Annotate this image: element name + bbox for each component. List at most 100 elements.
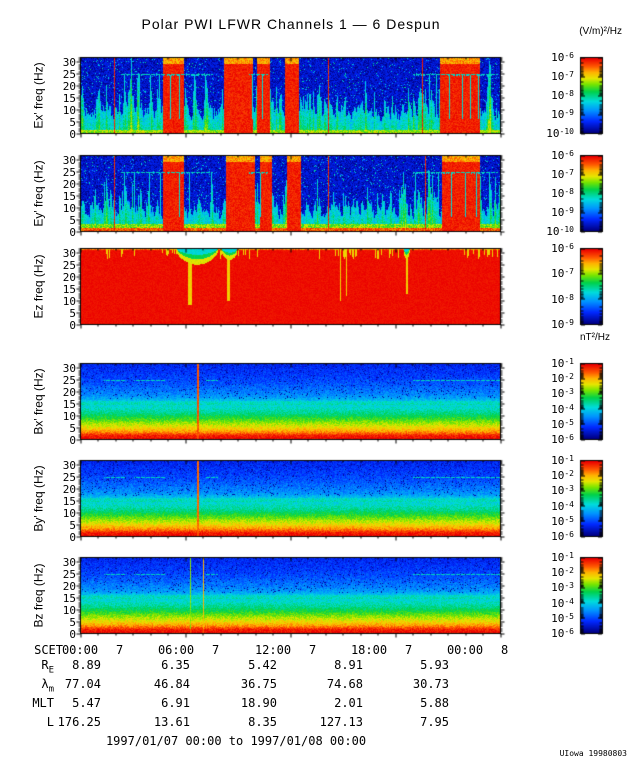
colorbar-by xyxy=(572,452,611,545)
colorbar-tick-label-by-0: 10-1 xyxy=(551,454,574,467)
colorbar-tick-label-ey-4: 10-10 xyxy=(546,225,574,238)
colorbar-ez xyxy=(572,240,611,333)
colorbar-tick-label-bz-3: 10-4 xyxy=(551,596,574,610)
day-tick-4: 8 xyxy=(501,643,509,657)
ytick-label-ez-0: 0 xyxy=(69,319,76,332)
ytick-label-ey-20: 20 xyxy=(62,177,76,191)
colorbar-bx xyxy=(572,355,611,448)
row-label-lambda: λm xyxy=(16,677,54,694)
colorbar-tick-label-by-2: 10-3 xyxy=(551,484,574,498)
colorbar-tick-label-by-5: 10-6 xyxy=(551,530,574,543)
l-value-3: 127.13 xyxy=(319,715,363,729)
colorbar-tick-label-bx-1: 10-2 xyxy=(551,372,574,386)
colorbar-tick-label-by-4: 10-5 xyxy=(551,514,574,528)
ytick-label-bz-5: 5 xyxy=(69,615,76,629)
row-label-lambda-main: λ xyxy=(41,677,49,691)
ytick-label-ez-10: 10 xyxy=(62,294,76,308)
time-tick-4: 00:00 xyxy=(446,643,484,657)
colorbar-tick-label-bz-1: 10-2 xyxy=(551,566,574,580)
colorbar-tick-label-bx-4: 10-5 xyxy=(551,417,574,431)
row-label-l-main: L xyxy=(46,715,54,729)
re-value-1: 6.35 xyxy=(161,658,190,672)
l-value-4: 7.95 xyxy=(420,715,449,729)
ytick-label-by-30: 30 xyxy=(62,458,76,472)
colorbar-tick-label-bx-3: 10-4 xyxy=(551,402,574,416)
re-value-3: 8.91 xyxy=(334,658,363,672)
scet-axis-label: SCET xyxy=(34,643,63,657)
ytick-label-ey-5: 5 xyxy=(69,213,76,227)
l-value-2: 8.35 xyxy=(248,715,277,729)
ytick-label-ez-20: 20 xyxy=(62,270,76,284)
mlt-value-1: 6.91 xyxy=(161,696,190,710)
colorbar-tick-label-ez-2: 10-8 xyxy=(551,292,574,306)
ytick-label-ez-5: 5 xyxy=(69,306,76,320)
ytick-label-ex-30: 30 xyxy=(62,55,76,69)
ytick-label-ey-0: 0 xyxy=(69,226,76,239)
ytick-label-by-10: 10 xyxy=(62,506,76,520)
row-label-re: RE xyxy=(16,658,54,675)
spectrogram-ey xyxy=(72,147,509,240)
ytick-label-bx-25: 25 xyxy=(62,373,76,387)
colorbar-tick-label-ex-4: 10-10 xyxy=(546,127,574,140)
ytick-label-ex-0: 0 xyxy=(69,128,76,141)
lambda-value-4: 30.73 xyxy=(412,677,449,691)
l-value-1: 13.61 xyxy=(153,715,190,729)
ytick-label-ex-5: 5 xyxy=(69,115,76,129)
day-tick-3: 7 xyxy=(405,643,413,657)
spectrogram-bx xyxy=(72,355,509,448)
ytick-label-ex-25: 25 xyxy=(62,67,76,81)
ytick-label-bz-25: 25 xyxy=(62,567,76,581)
spectrogram-bz xyxy=(72,549,509,642)
colorbar-tick-label-bx-2: 10-3 xyxy=(551,387,574,401)
spectrogram-ex xyxy=(72,49,509,142)
ytick-label-bx-30: 30 xyxy=(62,361,76,375)
colorbar-tick-label-ey-1: 10-7 xyxy=(551,168,574,181)
b-units-label: nT²/Hz xyxy=(580,332,610,343)
colorbar-tick-label-ey-2: 10-8 xyxy=(551,187,574,200)
ytick-label-by-20: 20 xyxy=(62,482,76,496)
lambda-value-2: 36.75 xyxy=(240,677,277,691)
colorbar-tick-label-ez-0: 10-6 xyxy=(551,242,574,255)
lambda-value-3: 74.68 xyxy=(326,677,363,691)
colorbar-tick-label-ey-0: 10-6 xyxy=(551,149,574,162)
colorbar-ey xyxy=(572,147,611,240)
ytick-label-bz-20: 20 xyxy=(62,579,76,593)
lambda-value-0: 77.04 xyxy=(64,677,101,691)
colorbar-ex xyxy=(572,49,611,142)
ytick-label-bz-0: 0 xyxy=(69,628,76,641)
ytick-label-ex-20: 20 xyxy=(62,79,76,93)
row-label-l: L xyxy=(16,715,54,732)
colorbar-bz xyxy=(572,549,611,642)
day-tick-1: 7 xyxy=(212,643,220,657)
re-value-0: 8.89 xyxy=(72,658,101,672)
ytick-label-ez-25: 25 xyxy=(62,258,76,272)
e-units-label: (V/m)²/Hz xyxy=(579,26,622,37)
spectrogram-ez xyxy=(72,240,509,333)
colorbar-tick-label-bz-2: 10-3 xyxy=(551,581,574,595)
ytick-label-ey-15: 15 xyxy=(62,189,76,203)
ytick-label-bx-0: 0 xyxy=(69,434,76,447)
time-tick-2: 12:00 xyxy=(254,643,292,657)
colorbar-tick-label-by-1: 10-2 xyxy=(551,469,574,483)
mlt-value-0: 5.47 xyxy=(72,696,101,710)
ytick-label-ey-25: 25 xyxy=(62,165,76,179)
date-range-label: 1997/01/07 00:00 to 1997/01/08 00:00 xyxy=(105,734,367,748)
mlt-value-2: 18.90 xyxy=(240,696,277,710)
spectrogram-by xyxy=(72,452,509,545)
ytick-label-ey-10: 10 xyxy=(62,201,76,215)
ytick-label-ey-30: 30 xyxy=(62,153,76,167)
page-title: Polar PWI LFWR Channels 1 — 6 Despun xyxy=(141,16,441,32)
mlt-value-4: 5.88 xyxy=(420,696,449,710)
colorbar-tick-label-ez-1: 10-7 xyxy=(551,267,574,281)
ytick-label-by-0: 0 xyxy=(69,531,76,544)
ytick-label-ez-15: 15 xyxy=(62,282,76,296)
colorbar-tick-label-bx-0: 10-1 xyxy=(551,357,574,370)
ytick-label-bx-15: 15 xyxy=(62,397,76,411)
colorbar-tick-label-ex-0: 10-6 xyxy=(551,51,574,64)
ytick-label-by-5: 5 xyxy=(69,518,76,532)
colorbar-tick-label-bx-5: 10-6 xyxy=(551,433,574,446)
row-label-mlt-main: MLT xyxy=(32,696,54,710)
colorbar-tick-label-ex-2: 10-8 xyxy=(551,89,574,102)
ytick-label-by-25: 25 xyxy=(62,470,76,484)
